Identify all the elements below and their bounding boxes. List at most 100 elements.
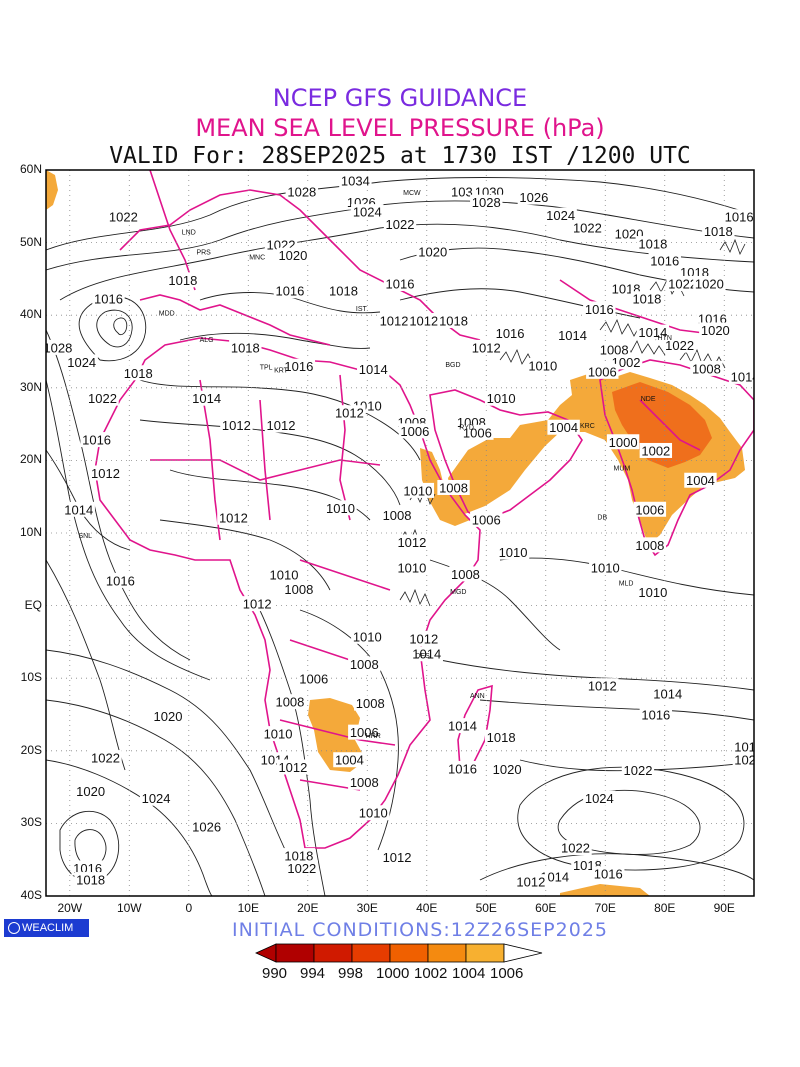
isobar-label-bg bbox=[651, 686, 684, 702]
colorbar-label: 1000 bbox=[376, 965, 410, 982]
longitude-label: 30E bbox=[356, 901, 378, 915]
isobar-label: 1022 bbox=[88, 391, 117, 406]
station-label: HTN bbox=[658, 335, 672, 342]
isobar-label-bg bbox=[80, 432, 113, 448]
isobar-label-bg bbox=[484, 729, 518, 745]
isobar-label-bg bbox=[264, 417, 298, 433]
station-label: TPL bbox=[260, 365, 273, 372]
isobar-label: 1010 bbox=[487, 391, 516, 406]
isobar-label-bg bbox=[74, 872, 107, 888]
isobar-label: 1022 bbox=[386, 217, 415, 232]
isobar-label: 1006 bbox=[472, 512, 501, 527]
isobar-label: 1016 bbox=[94, 292, 123, 307]
isobar-label: 1012 bbox=[278, 760, 307, 775]
isobar-label-bg bbox=[261, 726, 295, 742]
isobar-label-bg bbox=[217, 509, 250, 525]
isobar-label: 1006 bbox=[299, 671, 328, 686]
longitude-label: 80E bbox=[654, 901, 676, 915]
isobar-label-bg bbox=[65, 354, 98, 370]
station-label: LND bbox=[182, 230, 196, 237]
colorbar-segment bbox=[389, 943, 429, 963]
isobar-label: 1020 bbox=[76, 784, 105, 799]
map-frame bbox=[45, 169, 755, 897]
chart-subtitle: MEAN SEA LEVEL PRESSURE (hPa) bbox=[195, 114, 605, 142]
valid-time: VALID For: 28SEP2025 at 1730 IST /1200 U… bbox=[109, 143, 691, 169]
station-label: NDE bbox=[641, 396, 656, 403]
isobar-label-bg bbox=[639, 442, 673, 458]
isobar-label-bg bbox=[592, 866, 625, 882]
isobar-label-bg bbox=[416, 244, 449, 260]
low-fill-uk bbox=[46, 170, 58, 210]
isobar-label: 1016 bbox=[386, 276, 415, 291]
station-label: RYD bbox=[459, 424, 474, 431]
isobar-label-bg bbox=[92, 291, 125, 307]
isobar-label: 1006 bbox=[463, 425, 492, 440]
isobar-label-bg bbox=[380, 849, 414, 865]
station-label: SNL bbox=[78, 533, 92, 540]
station-label: PRS bbox=[196, 249, 211, 256]
isobar-label: 1008 bbox=[439, 480, 468, 495]
isobar-label-bg bbox=[267, 567, 301, 583]
isobar-label: 1004 bbox=[549, 420, 578, 435]
colorbar-label: 1006 bbox=[490, 965, 524, 982]
isobar-label: 1006 bbox=[588, 364, 617, 379]
isobar-label: 1016 bbox=[594, 867, 623, 882]
isobar-label: 1008 bbox=[284, 582, 313, 597]
isobar-label: 1010 bbox=[403, 483, 432, 498]
isobar-label: 1018 bbox=[284, 849, 313, 864]
isobar-label-bg bbox=[470, 511, 503, 527]
isobar-label-bg bbox=[633, 501, 667, 517]
isobar-label: 102 bbox=[734, 753, 756, 768]
isobar-label: 1014 bbox=[192, 391, 221, 406]
isobar-label: 1016 bbox=[725, 210, 754, 225]
isobar-label: 1020 bbox=[695, 276, 724, 291]
isobar-label: 1010 bbox=[528, 359, 557, 374]
isobar-label-bg bbox=[461, 424, 494, 440]
isobar-label-bg bbox=[46, 339, 75, 355]
isobar-label: 1018 bbox=[632, 292, 661, 307]
isobar-label: 1018 bbox=[76, 873, 105, 888]
station-label: MNC bbox=[249, 254, 265, 261]
isobar-label-bg bbox=[351, 204, 384, 220]
isobar-label: 1012 bbox=[588, 679, 617, 694]
isobar-label-bg bbox=[395, 534, 429, 550]
station-label: MCW bbox=[403, 190, 421, 197]
colorbar-segment bbox=[313, 943, 353, 963]
isobar-label-bg bbox=[151, 708, 185, 724]
station-label: MLD bbox=[619, 580, 634, 587]
isobar-label-bg bbox=[621, 762, 655, 778]
isobar-label-bg bbox=[139, 790, 173, 806]
latitude-label: 30S bbox=[20, 815, 42, 830]
isobar-label-bg bbox=[636, 584, 670, 600]
isobar-label-bg bbox=[62, 501, 95, 517]
isobar-label-bg bbox=[190, 390, 223, 406]
isobar-label-bg bbox=[732, 739, 754, 755]
latitude-label: 40S bbox=[20, 888, 42, 902]
isobar-label-bg bbox=[407, 630, 440, 646]
isobar-label: 1006 bbox=[400, 424, 429, 439]
isobar-label-bg bbox=[666, 275, 699, 291]
isobar-label: 1022 bbox=[668, 276, 697, 291]
isobar-label: 1008 bbox=[451, 567, 480, 582]
isobar-label: 1016 bbox=[284, 359, 313, 374]
isobar-label-bg bbox=[722, 209, 754, 225]
isobar-label: 1012 bbox=[409, 314, 438, 329]
colorbar-max-arrow bbox=[503, 943, 543, 963]
longitude-label: 20W bbox=[57, 901, 83, 915]
isobar-label: 1018 bbox=[487, 730, 516, 745]
latitude-label: 10N bbox=[19, 525, 42, 539]
isobar-label-bg bbox=[517, 189, 551, 205]
latitude-label: 20N bbox=[19, 452, 42, 467]
isobar-label-bg bbox=[410, 646, 443, 662]
longitude-label: 20E bbox=[297, 901, 319, 915]
isobar-label: 1020 bbox=[154, 709, 183, 724]
isobar-label: 1016 bbox=[650, 253, 679, 268]
isobar-label-bg bbox=[636, 236, 670, 252]
isobar-label: 1000 bbox=[609, 435, 638, 450]
isobar-label: 1010 bbox=[638, 585, 667, 600]
isobar-label-bg bbox=[484, 390, 518, 406]
isobar-label-bg bbox=[324, 500, 357, 516]
isobar-label: 1014 bbox=[359, 362, 388, 377]
logo-ring-icon bbox=[8, 922, 20, 934]
